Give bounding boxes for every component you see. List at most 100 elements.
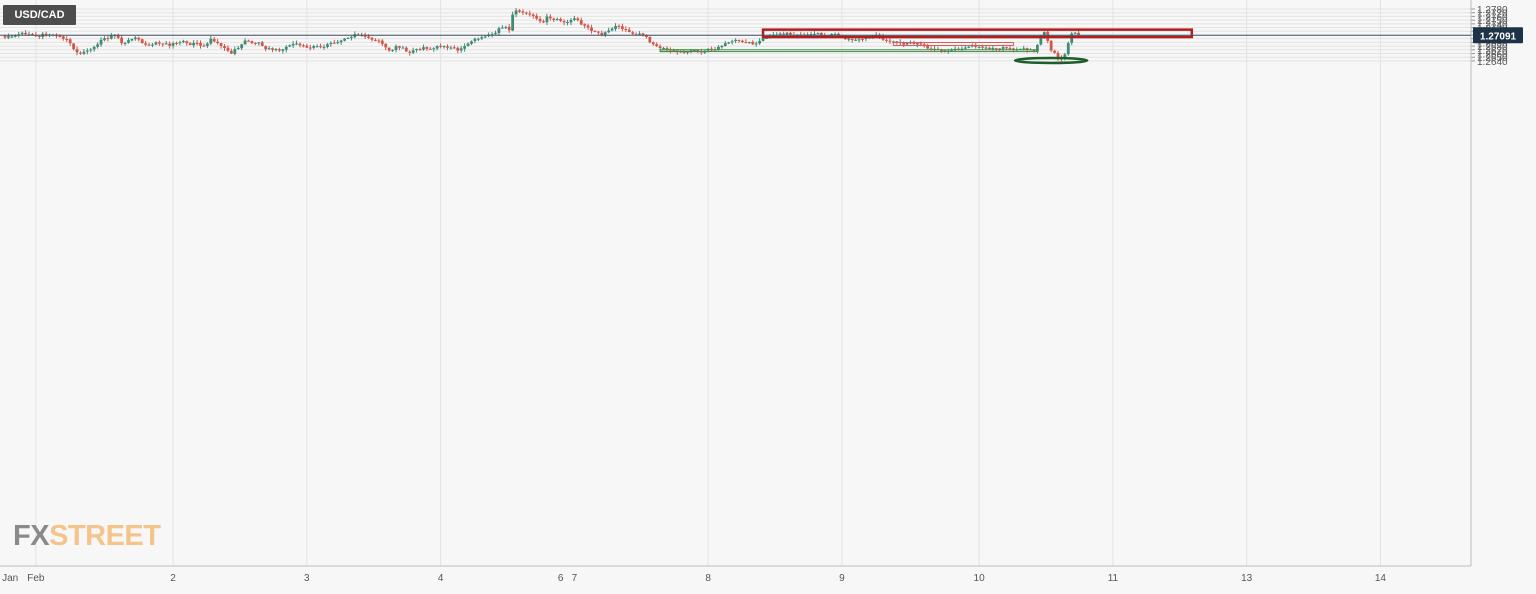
candle-body-bull xyxy=(723,43,727,47)
candle-body-bull xyxy=(610,28,614,31)
candle-body-bear xyxy=(1032,49,1036,52)
candle-body-bull xyxy=(476,38,480,40)
y-tick-label: 1.2690 xyxy=(1477,38,1508,49)
x-tick-label: 6 xyxy=(558,573,564,584)
candle-body-bull xyxy=(322,46,326,48)
candle-body-bear xyxy=(919,43,923,45)
candle-body-bear xyxy=(223,45,226,48)
candle-body-bull xyxy=(778,33,782,35)
candle-body-bear xyxy=(305,45,309,48)
candle-body-bear xyxy=(168,43,172,46)
candle-body-bull xyxy=(130,38,134,41)
x-tick-label: Jan xyxy=(2,573,18,584)
candle-body-bear xyxy=(885,39,888,41)
candle-body-bear xyxy=(377,40,381,42)
candle-body-bull xyxy=(847,38,851,40)
candle-body-bear xyxy=(1025,48,1029,50)
candle-body-bear xyxy=(195,42,199,44)
candle-body-bear xyxy=(888,40,892,42)
candle-body-bear xyxy=(988,47,991,50)
x-tick-label: 11 xyxy=(1108,573,1119,584)
candle-body-bull xyxy=(99,39,103,45)
candle-body-bull xyxy=(435,46,439,49)
candle-body-bear xyxy=(264,46,268,50)
candle-body-bear xyxy=(1005,47,1008,49)
candle-body-bear xyxy=(621,26,624,30)
candle-body-bull xyxy=(209,38,213,44)
candle-body-bull xyxy=(243,40,247,45)
candle-body-bear xyxy=(439,45,443,47)
candle-body-bull xyxy=(432,48,436,50)
candle-body-bear xyxy=(552,18,556,21)
candle-body-bull xyxy=(274,49,278,51)
candle-body-bull xyxy=(291,43,295,46)
candle-body-bear xyxy=(741,40,744,43)
candle-body-bear xyxy=(957,48,960,50)
candle-body-bull xyxy=(603,32,607,35)
candle-body-bull xyxy=(555,18,559,21)
x-tick-label: 10 xyxy=(974,573,986,584)
candle-body-bull xyxy=(497,28,501,34)
candle-body-bull xyxy=(192,42,196,46)
candle-body-bear xyxy=(367,36,370,38)
y-tick-label: 1.2640 xyxy=(1477,57,1508,68)
candle-body-bull xyxy=(1063,54,1067,60)
candle-body-bear xyxy=(895,41,899,43)
candle-body-bull xyxy=(7,36,10,38)
candle-body-bear xyxy=(521,11,525,13)
y-tick-label: 1.2740 xyxy=(1477,20,1508,31)
candle-body-bear xyxy=(188,43,192,45)
candle-body-bull xyxy=(754,43,758,45)
candle-body-bear xyxy=(79,52,82,54)
candle-body-bear xyxy=(548,16,552,19)
candle-body-bull xyxy=(422,47,425,50)
candle-body-bull xyxy=(92,46,96,50)
candle-body-bear xyxy=(1012,48,1015,50)
candle-body-bull xyxy=(727,42,731,44)
candle-body-bear xyxy=(144,43,148,45)
y-tick-label: 1.2780 xyxy=(1477,5,1508,16)
support-zone-small xyxy=(659,49,699,53)
candle-body-bull xyxy=(977,46,981,48)
candle-body-bull xyxy=(350,36,353,38)
candle-body-bear xyxy=(861,38,864,40)
candle-body-bear xyxy=(370,37,374,40)
candle-body-bull xyxy=(480,37,484,39)
candle-body-bull xyxy=(638,33,641,35)
candle-body-bear xyxy=(939,50,943,52)
y-tick-label: 1.2770 xyxy=(1477,9,1508,20)
x-tick-label: 7 xyxy=(572,573,578,584)
candle-body-bear xyxy=(31,33,34,35)
candle-body-bear xyxy=(408,51,412,53)
candle-body-bear xyxy=(418,49,422,51)
candle-body-bull xyxy=(391,49,394,51)
candle-body-bull xyxy=(17,34,21,36)
candle-body-bull xyxy=(511,14,515,31)
candle-body-bull xyxy=(857,39,861,41)
candle-body-bear xyxy=(271,48,274,50)
candle-body-bull xyxy=(1036,44,1039,52)
candle-body-bear xyxy=(216,41,220,44)
candle-body-bear xyxy=(140,39,144,44)
candle-body-bull xyxy=(960,48,964,50)
candle-body-bear xyxy=(72,43,75,50)
candle-body-bull xyxy=(473,38,477,41)
candle-body-bear xyxy=(837,33,840,36)
watermark-street: STREET xyxy=(49,520,161,552)
candle-body-bull xyxy=(785,32,789,35)
candle-body-bear xyxy=(627,29,631,33)
candle-body-bull xyxy=(1039,37,1043,45)
candle-body-bear xyxy=(298,43,302,46)
candle-body-bull xyxy=(730,41,734,43)
candle-body-bear xyxy=(384,43,388,48)
candle-body-bear xyxy=(590,27,593,32)
candle-body-bear xyxy=(981,46,984,48)
candle-body-bull xyxy=(85,50,89,52)
candle-body-bull xyxy=(13,34,17,37)
candle-body-bear xyxy=(634,34,638,36)
resistance-zone xyxy=(761,28,1194,39)
fxstreet-watermark-logo: FXSTREET xyxy=(13,517,161,555)
minor-resistance-zone xyxy=(892,42,1014,46)
candle-body-bull xyxy=(1073,32,1077,34)
